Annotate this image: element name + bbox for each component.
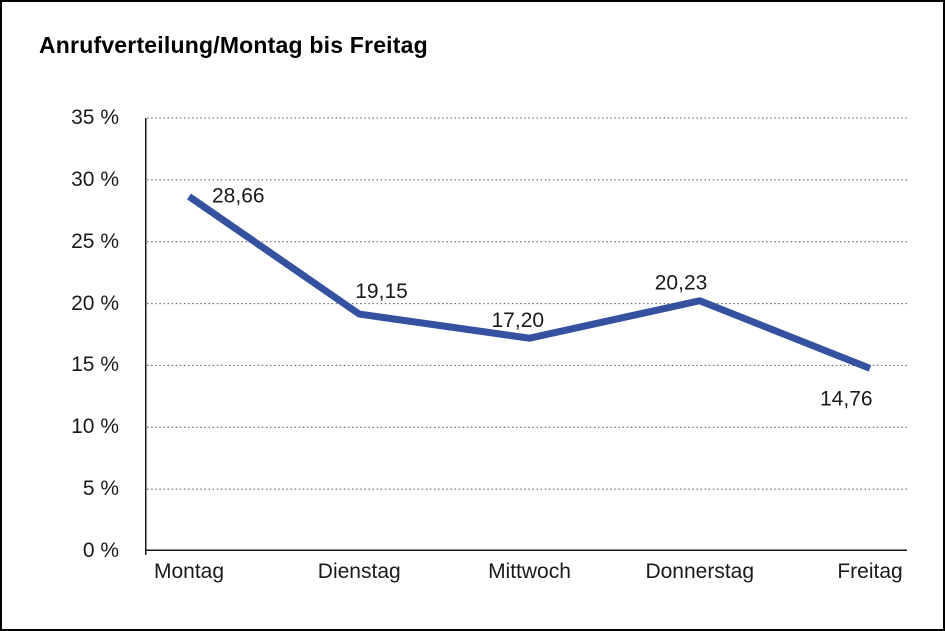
x-axis-labels: Montag Dienstag Mittwoch Donnerstag Freitag bbox=[145, 559, 907, 589]
data-point-label: 14,76 bbox=[820, 387, 873, 410]
data-line bbox=[187, 193, 872, 372]
x-tick-label-montag: Montag bbox=[153, 560, 225, 583]
y-tick-label: 30 % bbox=[71, 167, 119, 191]
data-point-label: 20,23 bbox=[655, 272, 708, 295]
y-tick-label: 0 % bbox=[82, 539, 119, 562]
y-tick-label: 25 % bbox=[71, 229, 119, 253]
y-tick-label: 5 % bbox=[82, 477, 119, 501]
x-tick-label-freitag: Freitag bbox=[837, 560, 903, 583]
chart-title: Anrufverteilung/Montag bis Freitag bbox=[39, 32, 428, 58]
x-tick-label-dienstag: Dienstag bbox=[317, 560, 401, 583]
y-tick-label: 15 % bbox=[71, 353, 119, 377]
data-point-label: 17,20 bbox=[492, 309, 545, 332]
line-chart-svg: 28,66 19,15 17,20 20,23 14,76 bbox=[145, 117, 907, 555]
x-tick-label-mittwoch: Mittwoch bbox=[488, 560, 571, 583]
data-point-label: 19,15 bbox=[355, 280, 408, 303]
x-tick-label-donnerstag: Donnerstag bbox=[645, 560, 755, 583]
plot-area: 28,66 19,15 17,20 20,23 14,76 bbox=[145, 117, 907, 555]
y-tick-label: 10 % bbox=[71, 415, 119, 439]
y-tick-label: 35 % bbox=[71, 106, 119, 129]
y-tick-label: 20 % bbox=[71, 291, 119, 315]
y-axis-labels: 35 % 30 % 25 % 20 % 15 % 10 % 5 % 0 % bbox=[2, 106, 132, 562]
data-point-label: 28,66 bbox=[212, 184, 265, 207]
